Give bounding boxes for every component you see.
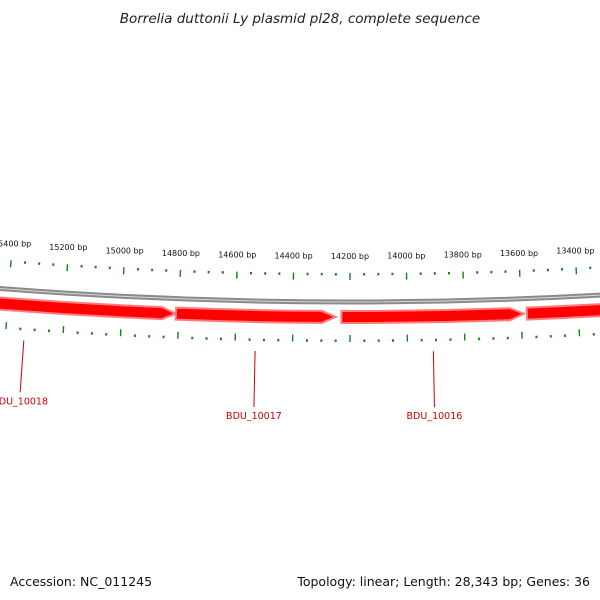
inner-scale-ticks [9,260,592,280]
gene-label-leader [19,340,25,393]
sequence-backbone [0,285,600,305]
scale-labels: 15400 bp 15200 bp 15000 bp 14800 bp 14600 bp… [0,239,594,261]
gene-label-leader [253,351,256,408]
backbone-highlight [0,287,600,303]
scale-label: 13800 bp [444,251,482,260]
gene-label[interactable]: BDU_10017 [226,411,282,422]
gene-arrow-BDU_10018[interactable] [0,286,179,321]
scale-label: 15000 bp [106,246,144,255]
gene-labels: BDU_10018 BDU_10017 BDU_10016 [0,340,462,422]
scale-label: 13400 bp [556,246,594,255]
inner-tick [9,260,12,268]
sequence-summary: Topology: linear; Length: 28,343 bp; Gen… [297,574,590,589]
scale-label: 14200 bp [331,252,369,261]
accession-text: Accession: NC_011245 [10,574,153,589]
gene-label-leader [432,351,435,408]
outer-scale-ticks [5,322,595,342]
gene-arrow-BDU_10015[interactable] [525,297,600,321]
scale-label: 15400 bp [0,239,31,248]
outer-tick [5,322,8,330]
scale-label: 13600 bp [500,249,538,258]
scale-label: 14000 bp [387,252,425,261]
gene-track [0,286,600,324]
gene-label[interactable]: BDU_10018 [0,396,48,407]
gene-label[interactable]: BDU_10016 [407,411,463,422]
gene-arrow-BDU_10016[interactable] [340,307,527,324]
gene-arrow-BDU_10017[interactable] [174,306,339,324]
scale-label: 14600 bp [218,251,256,260]
scale-label: 15200 bp [49,243,87,252]
scale-label: 14800 bp [162,249,200,258]
map-title: Borrelia duttonii Ly plasmid pl28, compl… [120,11,481,27]
scale-label: 14400 bp [275,252,313,261]
